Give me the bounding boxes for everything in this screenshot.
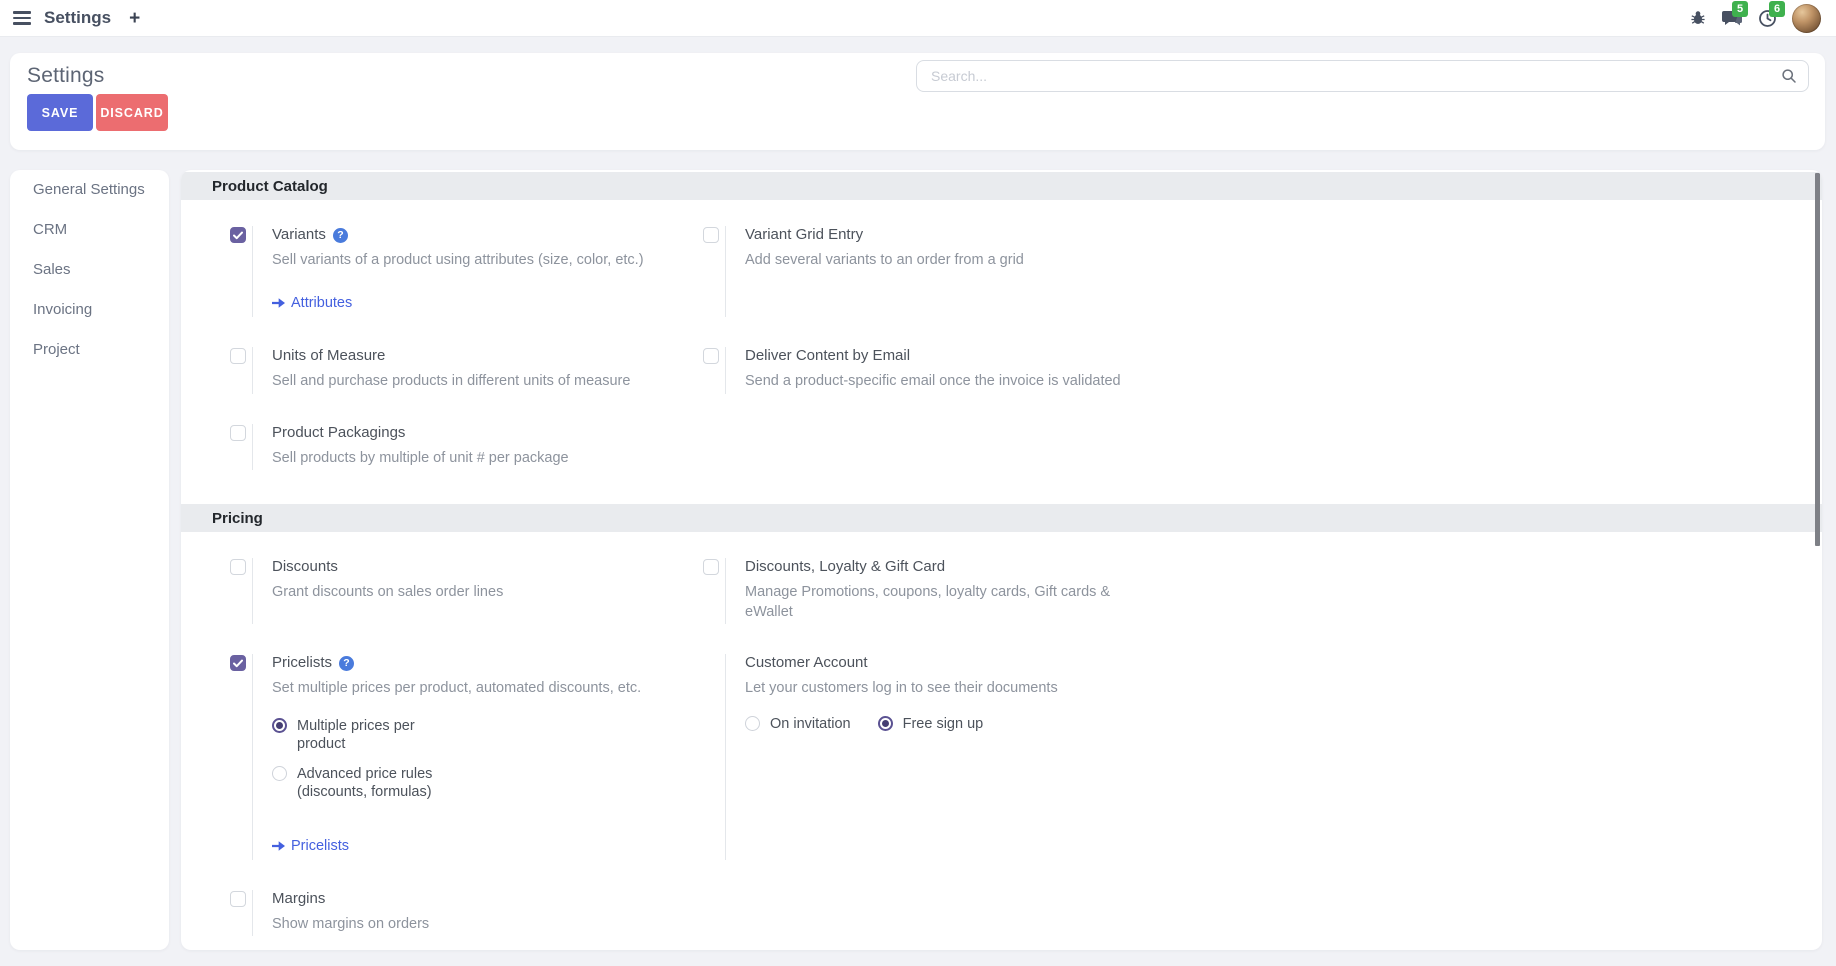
setting-desc: Set multiple prices per product, automat…: [272, 680, 642, 697]
setting-desc: Grant discounts on sales order lines: [272, 584, 504, 601]
messages-count-badge: 5: [1732, 1, 1749, 17]
setting-desc: Let your customers log in to see their d…: [745, 680, 1058, 697]
radio-button[interactable]: [877, 715, 893, 731]
setting-label: Variant Grid Entry: [745, 226, 864, 243]
search-icon[interactable]: [1781, 68, 1797, 89]
units-of-measure-checkbox[interactable]: [230, 348, 246, 365]
apps-menu-icon[interactable]: [13, 11, 31, 25]
setting-product-packagings: Product Packagings Sell products by mult…: [230, 423, 703, 471]
radio-button[interactable]: [745, 715, 760, 731]
setting-label: Pricelists: [272, 654, 333, 672]
deliver-content-by-email-checkbox[interactable]: [703, 348, 719, 365]
customer-account-radio-group: On invitation Free sign up: [745, 715, 1794, 733]
margins-checkbox[interactable]: [230, 890, 246, 907]
setting-deliver-content-by-email: Deliver Content by Email Send a product-…: [703, 347, 1794, 394]
setting-label: Discounts, Loyalty & Gift Card: [745, 558, 946, 576]
pricelists-radio-group: Multiple prices per product Advanced pri…: [272, 717, 703, 801]
debug-bug-icon[interactable]: [1690, 10, 1706, 26]
product-packagings-checkbox[interactable]: [230, 424, 246, 441]
settings-header-card: Settings SAVE DISCARD: [10, 53, 1825, 150]
arrow-right-icon: [272, 298, 285, 309]
pricelists-link[interactable]: Pricelists: [272, 838, 349, 854]
pricelists-checkbox[interactable]: [230, 655, 246, 672]
discounts-checkbox[interactable]: [230, 559, 246, 576]
setting-desc: Send a product-specific email once the i…: [745, 373, 1121, 390]
new-tab-plus-icon[interactable]: +: [129, 7, 141, 29]
activities-clock-icon[interactable]: 6: [1758, 0, 1786, 28]
setting-label: Units of Measure: [272, 347, 386, 365]
save-button[interactable]: SAVE: [27, 94, 93, 131]
radio-advanced-price-rules: Advanced price rules (discounts, formula…: [272, 765, 703, 801]
setting-desc: Add several variants to an order from a …: [745, 252, 1024, 268]
setting-label: Margins: [272, 889, 326, 907]
attributes-link[interactable]: Attributes: [272, 295, 352, 311]
page-title: Settings: [27, 64, 105, 87]
discounts-loyalty-gift-card-checkbox[interactable]: [703, 559, 719, 576]
setting-pricelists: Pricelists ? Set multiple prices per pro…: [230, 654, 703, 860]
setting-desc: Sell variants of a product using attribu…: [272, 252, 644, 268]
sidebar-item-invoicing[interactable]: Invoicing: [33, 301, 93, 318]
top-navbar: Settings + 5 6: [0, 0, 1836, 37]
section-header-product-catalog: Product Catalog: [181, 172, 1822, 200]
radio-multiple-prices: Multiple prices per product: [272, 717, 703, 753]
variant-grid-entry-checkbox[interactable]: [703, 227, 719, 243]
settings-sidebar: General Settings CRM Sales Invoicing Pro…: [10, 170, 169, 950]
setting-variants: Variants ? Sell variants of a product us…: [230, 226, 703, 318]
setting-discounts-loyalty-gift-card: Discounts, Loyalty & Gift Card Manage Pr…: [703, 558, 1794, 625]
setting-variant-grid-entry: Variant Grid Entry Add several variants …: [703, 226, 1794, 318]
setting-label: Product Packagings: [272, 423, 406, 441]
setting-label: Variants: [272, 226, 326, 243]
help-icon[interactable]: ?: [332, 227, 348, 243]
radio-on-invitation: On invitation: [745, 715, 851, 733]
setting-units-of-measure: Units of Measure Sell and purchase produ…: [230, 347, 703, 394]
vertical-scrollbar[interactable]: [1815, 173, 1820, 546]
sidebar-item-project[interactable]: Project: [33, 341, 80, 358]
setting-label: Discounts: [272, 558, 338, 576]
setting-desc: Show margins on orders: [272, 915, 430, 932]
app-menu-title[interactable]: Settings: [44, 8, 112, 27]
setting-discounts: Discounts Grant discounts on sales order…: [230, 558, 703, 625]
radio-button[interactable]: [272, 765, 287, 781]
setting-desc: Sell and purchase products in different …: [272, 373, 631, 390]
arrow-right-icon: [272, 840, 285, 851]
variants-checkbox[interactable]: [230, 227, 246, 243]
setting-customer-account: Customer Account Let your customers log …: [703, 654, 1794, 860]
sidebar-item-general-settings[interactable]: General Settings: [33, 181, 145, 198]
setting-desc: Sell products by multiple of unit # per …: [272, 449, 569, 466]
systray: 5 6: [1690, 0, 1823, 33]
section-header-pricing: Pricing: [181, 504, 1822, 533]
setting-margins: Margins Show margins on orders: [230, 889, 703, 936]
user-avatar[interactable]: [1792, 3, 1821, 33]
help-icon[interactable]: ?: [339, 655, 355, 671]
settings-search: [916, 60, 1809, 92]
sidebar-item-sales[interactable]: Sales: [33, 261, 71, 278]
search-input[interactable]: [916, 60, 1809, 92]
setting-desc: Manage Promotions, coupons, loyalty card…: [745, 584, 1111, 620]
discard-button[interactable]: DISCARD: [96, 94, 168, 131]
radio-button[interactable]: [272, 717, 287, 733]
settings-panel: Product Catalog Variants ? Sell variants…: [181, 170, 1822, 950]
messages-icon[interactable]: 5: [1721, 1, 1749, 27]
setting-label: Deliver Content by Email: [745, 347, 911, 365]
activities-count-badge: 6: [1769, 0, 1786, 17]
setting-label: Customer Account: [745, 654, 868, 672]
sidebar-item-crm[interactable]: CRM: [33, 221, 68, 238]
radio-free-sign-up: Free sign up: [877, 715, 983, 733]
